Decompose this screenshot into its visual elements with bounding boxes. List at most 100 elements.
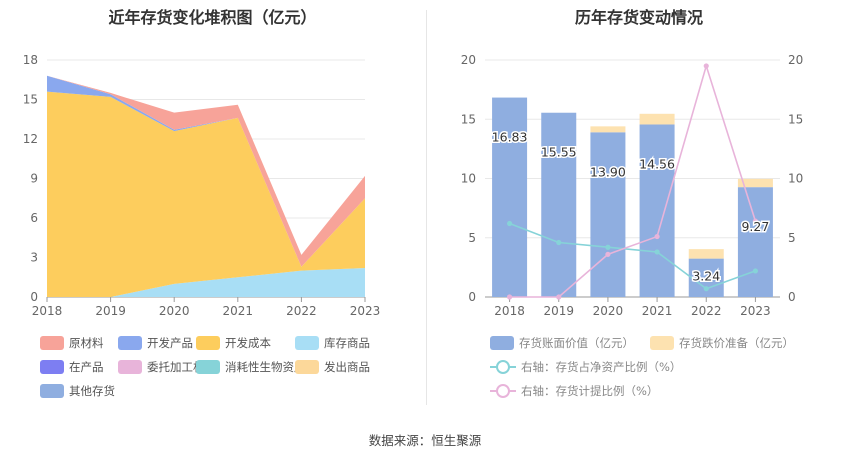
y-right-tick-label: 20 bbox=[788, 53, 803, 67]
legend-label: 在产品 bbox=[69, 360, 104, 374]
legend-item[interactable]: 开发产品 bbox=[118, 335, 193, 351]
y-left-tick-label: 10 bbox=[461, 172, 476, 186]
area-库存商品 bbox=[47, 268, 365, 297]
y-right-tick-label: 5 bbox=[788, 231, 796, 245]
y-left-tick-label: 5 bbox=[468, 231, 476, 245]
x-tick-label: 2018 bbox=[494, 304, 525, 318]
legend-swatch bbox=[490, 360, 516, 374]
bar-book-value bbox=[541, 112, 577, 297]
line-point bbox=[605, 244, 611, 250]
y-right-tick-label: 10 bbox=[788, 172, 803, 186]
x-tick-label: 2019 bbox=[95, 304, 126, 318]
bar-impairment bbox=[688, 249, 724, 259]
legend-item[interactable]: 右轴：存货计提比例（%） bbox=[490, 383, 658, 399]
legend-swatch bbox=[490, 384, 516, 398]
legend-label: 存货账面价值（亿元） bbox=[519, 336, 634, 350]
bar-data-label: 15.55 bbox=[541, 145, 577, 160]
bar-data-label: 13.90 bbox=[590, 164, 626, 179]
legend-swatch bbox=[118, 336, 142, 350]
legend-swatch bbox=[295, 360, 319, 374]
legend-label: 其他存货 bbox=[69, 384, 115, 398]
x-tick-label: 2020 bbox=[159, 304, 190, 318]
legend-swatch bbox=[196, 336, 220, 350]
right-chart-panel: 历年存货变动情况 0 0 5 5 10 10 15 15 20 20 2018 2019 2020 202… bbox=[428, 0, 850, 415]
x-tick-label: 2022 bbox=[286, 304, 317, 318]
y-left-tick-label: 20 bbox=[461, 53, 476, 67]
legend-item[interactable]: 库存商品 bbox=[295, 335, 370, 351]
x-tick-label: 2018 bbox=[32, 304, 63, 318]
x-tick-label: 2022 bbox=[691, 304, 722, 318]
x-tick-label: 2021 bbox=[642, 304, 673, 318]
x-tick-label: 2023 bbox=[740, 304, 771, 318]
left-chart-title: 近年存货变化堆积图（亿元） bbox=[108, 8, 317, 27]
x-tick-label: 2019 bbox=[543, 304, 574, 318]
y-tick-label: 3 bbox=[30, 251, 38, 265]
legend-item[interactable]: 其他存货 bbox=[40, 383, 115, 399]
legend-swatch bbox=[40, 384, 64, 398]
legend-item[interactable]: 在产品 bbox=[40, 359, 104, 375]
line-point bbox=[506, 294, 513, 300]
y-tick-label: 6 bbox=[30, 211, 38, 225]
bar-book-value bbox=[590, 132, 626, 297]
legend-swatch bbox=[196, 360, 220, 374]
stacked-area-chart: 0 3 6 9 12 15 18 2018 2019 2020 2021 2022 2023 bbox=[23, 53, 381, 318]
y-right-tick-label: 0 bbox=[788, 290, 796, 304]
legend-label: 发出商品 bbox=[324, 360, 370, 374]
legend-swatch bbox=[40, 336, 64, 350]
legend-label: 开发成本 bbox=[225, 336, 271, 350]
line-point bbox=[752, 218, 759, 224]
bar-book-value bbox=[737, 187, 773, 297]
legend-item[interactable]: 发出商品 bbox=[295, 359, 370, 375]
x-tick-label: 2021 bbox=[223, 304, 254, 318]
line-point bbox=[703, 63, 709, 69]
panel-divider bbox=[426, 10, 427, 405]
y-left-tick-label: 0 bbox=[468, 290, 476, 304]
line-series bbox=[509, 63, 757, 298]
y-tick-label: 15 bbox=[23, 93, 38, 107]
bar-data-label: 14.56 bbox=[639, 156, 675, 171]
y-tick-label: 18 bbox=[23, 53, 38, 67]
line-series bbox=[509, 222, 756, 290]
legend-item[interactable]: 开发成本 bbox=[196, 335, 271, 351]
x-tick-label: 2023 bbox=[350, 304, 381, 318]
bar-impairment bbox=[590, 126, 626, 133]
y-tick-label: 0 bbox=[30, 290, 38, 304]
bar-data-label: 16.83 bbox=[492, 130, 528, 145]
data-source: 数据来源：恒生聚源 bbox=[368, 433, 482, 448]
legend-item[interactable]: 消耗性生物资产 bbox=[196, 359, 306, 375]
legend-swatch bbox=[295, 336, 319, 350]
line-point bbox=[654, 249, 660, 255]
right-chart-title: 历年存货变动情况 bbox=[574, 8, 703, 27]
legend-label: 库存商品 bbox=[324, 336, 370, 350]
legend-swatch bbox=[650, 336, 674, 350]
line-point bbox=[506, 220, 513, 227]
x-tick-label: 2020 bbox=[593, 304, 624, 318]
line-point bbox=[654, 233, 660, 240]
legend-label: 消耗性生物资产 bbox=[225, 360, 306, 374]
y-left-tick-label: 15 bbox=[461, 112, 476, 126]
legend-label: 右轴：存货计提比例（%） bbox=[521, 384, 659, 398]
legend-label: 原材料 bbox=[69, 336, 104, 350]
legend-swatch bbox=[40, 360, 64, 374]
line-point bbox=[752, 268, 759, 274]
left-chart-panel: 近年存货变化堆积图（亿元） 0 3 6 9 12 15 18 2018 2019 2020 2021… bbox=[0, 0, 425, 415]
bar-impairment bbox=[639, 113, 675, 125]
line-point bbox=[605, 251, 611, 257]
legend-item[interactable]: 存货账面价值（亿元） bbox=[490, 335, 634, 351]
bar-data-label: 3.24 bbox=[692, 269, 720, 284]
line-point bbox=[556, 239, 562, 246]
bar-data-label: 9.27 bbox=[741, 219, 769, 234]
legend-item[interactable]: 原材料 bbox=[40, 335, 104, 351]
y-tick-label: 12 bbox=[23, 132, 38, 146]
line-point bbox=[703, 286, 709, 292]
legend-label: 开发产品 bbox=[147, 336, 193, 350]
bar-impairment bbox=[737, 178, 773, 188]
legend-item[interactable]: 右轴：存货占净资产比例（%） bbox=[490, 359, 681, 375]
area-原材料 bbox=[47, 75, 365, 267]
legend-label: 存货跌价准备（亿元） bbox=[679, 336, 794, 350]
bar-book-value bbox=[639, 124, 675, 298]
bar-book-value bbox=[492, 97, 528, 297]
legend-item[interactable]: 存货跌价准备（亿元） bbox=[650, 335, 794, 351]
y-right-tick-label: 15 bbox=[788, 112, 803, 126]
